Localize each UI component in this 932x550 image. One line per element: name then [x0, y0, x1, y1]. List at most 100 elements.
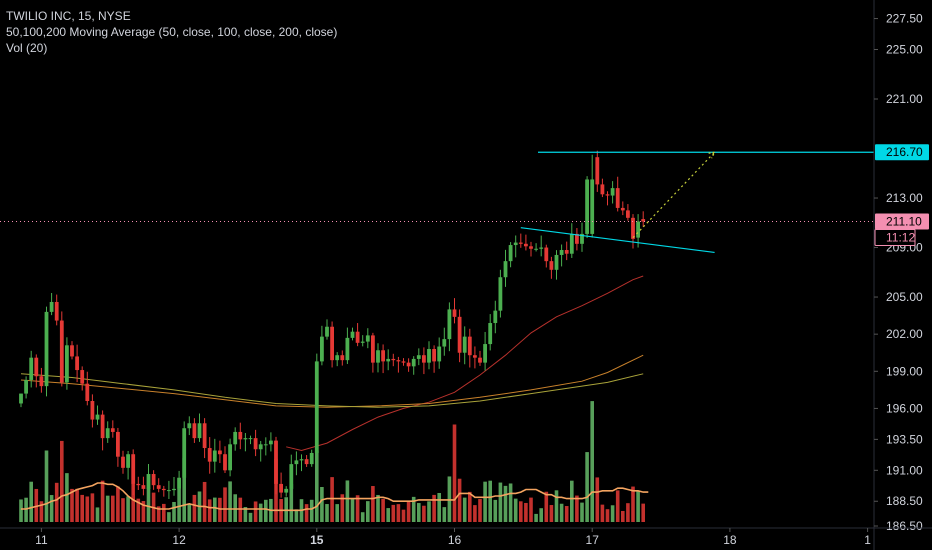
candle-body — [376, 350, 380, 363]
volume-bar — [411, 496, 416, 522]
candle-body — [503, 261, 508, 278]
volume-bar — [473, 505, 477, 522]
volume-bar — [294, 509, 299, 522]
projection-path — [632, 151, 716, 239]
candle-body — [289, 464, 294, 489]
candle-body — [452, 309, 457, 317]
volume-bar — [585, 452, 589, 522]
volume-bar — [202, 481, 207, 522]
candle-body — [345, 337, 350, 361]
candle-body — [544, 247, 549, 262]
volume-bar — [233, 494, 237, 522]
volume-bar — [498, 482, 503, 522]
volume-bar — [615, 490, 620, 522]
volume-bar — [85, 496, 90, 522]
candle-body — [371, 335, 375, 363]
volume-bar — [452, 424, 457, 522]
price-tick-label: 202.00 — [886, 327, 923, 341]
volume-bar — [641, 503, 645, 522]
volume-bar — [223, 487, 227, 522]
volume-legend[interactable]: Vol (20) — [6, 41, 48, 55]
volume-bar — [600, 504, 605, 522]
volume-bar — [39, 501, 44, 522]
candle-body — [631, 217, 635, 239]
candle-body — [19, 393, 23, 404]
volume-bar — [350, 498, 355, 522]
volume-bar — [493, 499, 498, 522]
candle-body — [564, 250, 569, 254]
candle-body — [391, 358, 396, 361]
candle-body — [100, 414, 105, 439]
candle-body — [365, 335, 370, 342]
candle-body — [110, 428, 115, 432]
candle-body — [54, 301, 59, 321]
ma50-line — [286, 275, 644, 452]
volume-bar — [432, 494, 436, 522]
volume-bar — [146, 487, 151, 522]
candle-body — [442, 339, 447, 347]
candle-body — [167, 490, 171, 492]
price-tick-label: 221.00 — [886, 92, 923, 106]
moving-average-legend[interactable]: 50,100,200 Moving Average (50, close, 10… — [6, 25, 338, 39]
volume-bar — [162, 503, 166, 522]
time-tick-label: 1 — [864, 533, 871, 547]
volume-bar — [345, 480, 350, 522]
candle-body — [49, 301, 54, 312]
candle-body — [473, 355, 477, 358]
chart-legend: TWILIO INC, 15, NYSE 50,100,200 Moving A… — [6, 8, 337, 56]
symbol-title[interactable]: TWILIO INC, 15, NYSE — [6, 9, 131, 23]
candle-body — [411, 358, 416, 367]
volume-bar — [529, 497, 533, 522]
candle-body — [294, 460, 299, 465]
countdown-tag: 11:12 — [886, 231, 915, 245]
volume-bar — [610, 505, 615, 522]
volume-bar — [483, 481, 487, 522]
volume-bar — [391, 504, 396, 522]
volume-bar — [544, 491, 549, 522]
volume-bar — [218, 497, 222, 522]
time-axis[interactable]: 11 12 15 16 17 18 1 — [0, 527, 932, 547]
resistance-price-tag: 216.70 — [886, 145, 923, 159]
candle-body — [335, 355, 340, 361]
candle-body — [136, 483, 141, 486]
volume-ma-line — [21, 482, 649, 512]
candle-body — [70, 345, 74, 357]
candle-body — [320, 336, 324, 362]
candle-body — [44, 311, 49, 387]
volume-bar — [457, 478, 462, 522]
price-tick-label: 205.00 — [886, 290, 923, 304]
volume-bar — [320, 486, 324, 522]
candle-body — [95, 414, 100, 420]
volume-bar — [360, 512, 365, 522]
candle-body — [508, 245, 513, 262]
price-tick-label: 227.50 — [886, 12, 923, 26]
candle-body — [304, 459, 309, 465]
time-tick-label: 17 — [586, 533, 600, 547]
candle-body — [518, 242, 523, 244]
candle-body — [605, 194, 610, 196]
candle-body — [513, 242, 518, 246]
volume-bar — [121, 498, 125, 522]
candle-body — [478, 357, 482, 363]
price-tick-label: 199.00 — [886, 364, 923, 378]
volume-bar — [111, 495, 115, 522]
volume-bar — [417, 503, 421, 522]
candle-body — [401, 361, 406, 363]
time-tick-label: 18 — [723, 533, 737, 547]
candle-body — [524, 243, 528, 247]
volume-bar — [248, 512, 253, 522]
volume-bar — [519, 501, 523, 522]
volume-bar — [207, 499, 212, 522]
volume-bar — [396, 504, 401, 522]
volume-bar — [524, 502, 528, 522]
volume-bar — [100, 480, 105, 522]
candle-body — [615, 188, 620, 208]
volume-bar — [34, 488, 39, 522]
price-axis[interactable]: 227.50225.00221.00213.00209.00205.00202.… — [873, 0, 923, 550]
time-tick-label: 12 — [172, 533, 186, 547]
volume-bar — [116, 486, 120, 522]
volume-bar — [386, 508, 390, 522]
volume-bar — [24, 497, 28, 522]
price-tick-label: 213.00 — [886, 191, 923, 205]
